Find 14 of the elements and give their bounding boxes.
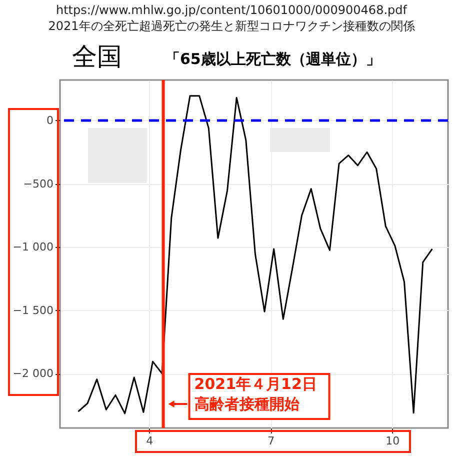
text: 2021年の全死亡超過死亡の発生と新型コロナワクチン接種数の関係 [47, 19, 416, 34]
chart-title: 全国 [72, 42, 122, 72]
x-tick-label: 10 [386, 434, 400, 448]
y-tick-label: −1 500 [12, 304, 54, 317]
y-tick-label: 0 [46, 114, 54, 127]
ref-line-label: 2021年４月12日高齢者接種開始 [194, 375, 317, 413]
x-tick-label: 7 [268, 434, 275, 448]
text: https://www.mhlw.go.jp/content/10601000/000900468.pdf [55, 3, 408, 18]
y-tick-label: −1 000 [12, 240, 54, 254]
x-tick-label: 4 [146, 434, 154, 448]
line-series [77, 95, 433, 414]
y-tick-label: −2 000 [12, 367, 54, 380]
y-tick-label: −500 [23, 177, 54, 190]
chart-subtitle: 「65歳以上死亡数（週単位）」 [165, 49, 381, 70]
